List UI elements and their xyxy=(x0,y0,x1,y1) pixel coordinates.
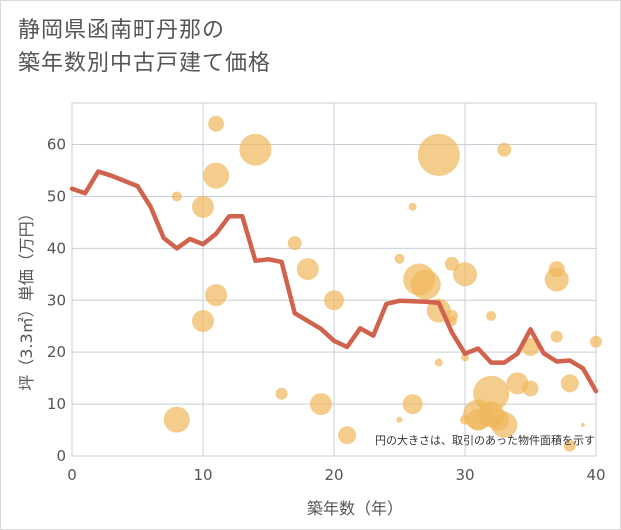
bubble-point xyxy=(163,406,190,433)
bubble-point xyxy=(208,115,225,132)
bubble-point xyxy=(453,262,477,287)
y-tick-label: 20 xyxy=(47,343,66,361)
bubble-point xyxy=(192,195,214,218)
chart-title: 静岡県函南町丹那の 築年数別中古戸建て価格 xyxy=(18,14,271,80)
bubble-point xyxy=(205,284,228,307)
y-tick-labels: 0 10 20 30 40 50 60 xyxy=(47,136,66,465)
bubble-point xyxy=(287,236,302,251)
bubble-point xyxy=(309,393,332,416)
bubble-point xyxy=(410,269,441,300)
bubble-point xyxy=(461,353,469,362)
bubble-point xyxy=(560,374,579,393)
grid-lines xyxy=(71,102,597,457)
y-tick-label: 10 xyxy=(47,395,66,413)
bubble-point xyxy=(203,162,230,189)
x-tick-labels: 0 10 20 30 40 xyxy=(67,466,605,484)
bubble-point xyxy=(396,416,403,423)
bubble-point xyxy=(402,394,423,415)
y-tick-label: 50 xyxy=(47,187,66,205)
bubble-point xyxy=(275,387,288,400)
x-tick-label: 40 xyxy=(586,466,605,484)
x-tick-label: 10 xyxy=(193,466,212,484)
bubble-point xyxy=(590,335,602,348)
bubble-point xyxy=(171,191,182,202)
y-axis-title: 坪（3.3㎡）単価（万円） xyxy=(17,205,36,390)
bubble-point xyxy=(544,267,569,292)
plot-border xyxy=(71,102,597,457)
bubble-point xyxy=(192,310,214,333)
bubble-point xyxy=(486,310,497,321)
average-line xyxy=(69,169,599,394)
bubble-point xyxy=(522,380,539,397)
bubble-point xyxy=(434,358,443,367)
bubble-point xyxy=(521,337,540,356)
chart-title-line-1: 静岡県函南町丹那の xyxy=(18,18,226,43)
bubble-point xyxy=(408,202,417,211)
bubble-point xyxy=(550,330,563,343)
bubble-point xyxy=(296,258,319,281)
bubble-point xyxy=(563,439,576,452)
bubble-point xyxy=(491,411,518,438)
bubble-point xyxy=(473,375,510,412)
bubble-point xyxy=(497,142,512,157)
bubble-point xyxy=(580,422,585,427)
bubble-point xyxy=(417,133,460,176)
y-tick-label: 30 xyxy=(47,291,66,309)
x-axis-title: 築年数（年） xyxy=(307,499,403,518)
x-tick-label: 0 xyxy=(67,466,77,484)
x-tick-label: 30 xyxy=(455,466,474,484)
bubble-point xyxy=(239,133,272,166)
bubble-size-note: 円の大きさは、取引のあった物件面積を示す xyxy=(375,433,595,447)
x-tick-label: 20 xyxy=(324,466,343,484)
bubble-point xyxy=(338,426,357,445)
bubble-point xyxy=(324,290,344,311)
y-tick-label: 60 xyxy=(47,136,66,154)
y-tick-label: 0 xyxy=(56,447,66,465)
bubble-series xyxy=(163,115,602,452)
bubble-point xyxy=(394,253,405,264)
y-tick-label: 40 xyxy=(47,239,66,257)
chart-title-line-2: 築年数別中古戸建て価格 xyxy=(18,51,272,76)
